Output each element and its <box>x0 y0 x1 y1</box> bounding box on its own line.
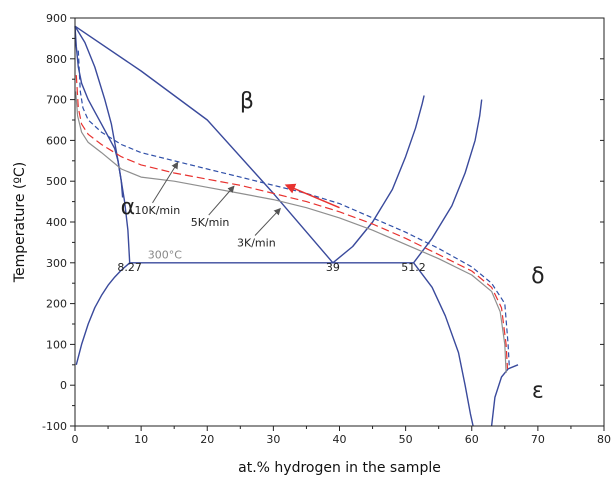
phase-boundary-line <box>75 262 131 365</box>
point-annotation: 8.27 <box>117 261 142 274</box>
cooling-direction-arrow <box>284 183 340 209</box>
x-tick-label: 40 <box>333 433 347 446</box>
phase-label: β <box>240 89 254 114</box>
x-tick-label: 20 <box>200 433 214 446</box>
y-tick-label: 200 <box>46 298 67 311</box>
curves-layer <box>74 25 519 427</box>
x-tick-label: 60 <box>465 433 479 446</box>
y-tick-label: 300 <box>46 257 67 270</box>
rate-label: 3K/min <box>237 236 276 249</box>
annotation-layer: α β δ ε 300°C 8.27 39 51.2 10K/min 5K/min 3K/min <box>117 89 544 404</box>
rate-arrow <box>254 207 281 236</box>
phase-boundary-line <box>413 99 483 264</box>
y-tick-label: 800 <box>46 53 67 66</box>
phase-boundary-line <box>490 364 519 427</box>
x-tick-label: 30 <box>266 433 280 446</box>
x-tick-label: 70 <box>531 433 545 446</box>
x-tick-label: 50 <box>399 433 413 446</box>
y-tick-label: 0 <box>60 379 67 392</box>
y-tick-label: 700 <box>46 94 67 107</box>
phase-label: δ <box>531 264 544 289</box>
y-tick-label: 500 <box>46 175 67 188</box>
axis-ticks: 0 10 20 30 40 50 60 70 80 -100 0 100 200 300 400 500 600… <box>42 12 611 446</box>
y-tick-label: 600 <box>46 134 67 147</box>
cooling-3K-line <box>75 91 507 374</box>
x-tick-label: 80 <box>597 433 611 446</box>
point-annotation: 51.2 <box>401 261 426 274</box>
rate-label: 10K/min <box>135 204 181 217</box>
phase-label: α <box>121 195 136 220</box>
phase-boundary-line <box>413 262 474 427</box>
cooling-10K-line <box>77 50 510 369</box>
phase-label: ε <box>532 378 544 403</box>
rate-arrow <box>152 161 179 204</box>
x-tick-label: 10 <box>134 433 148 446</box>
phase-boundary-line <box>332 95 425 264</box>
phase-boundary-line <box>74 26 124 198</box>
y-tick-label: 900 <box>46 12 67 25</box>
rate-label: 5K/min <box>191 216 230 229</box>
x-tick-label: 0 <box>72 433 79 446</box>
phase-boundary-line <box>74 25 131 263</box>
plot-frame <box>74 17 605 427</box>
point-annotation: 39 <box>326 261 340 274</box>
rate-arrow <box>208 185 235 216</box>
x-axis-label: at.% hydrogen in the sample <box>238 460 441 476</box>
y-axis-label: Temperature (ºC) <box>12 162 28 283</box>
point-annotation: 300°C <box>148 249 182 262</box>
y-tick-label: 100 <box>46 338 67 351</box>
y-tick-label: -100 <box>42 420 67 433</box>
phase-boundary-line <box>74 25 334 264</box>
cooling-5K-line <box>75 75 509 369</box>
y-tick-label: 400 <box>46 216 67 229</box>
